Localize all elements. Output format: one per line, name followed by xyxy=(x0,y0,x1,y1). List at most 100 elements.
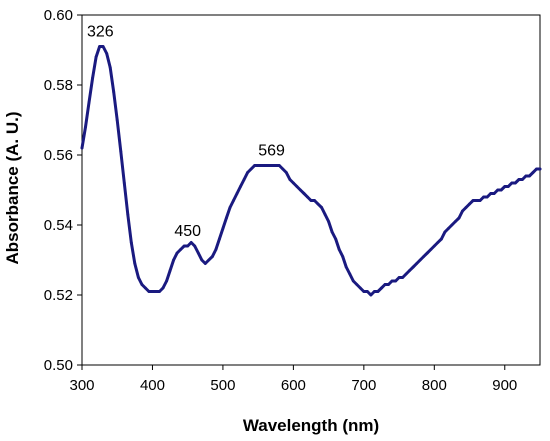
data-point xyxy=(334,237,338,241)
data-point xyxy=(489,192,493,195)
data-point xyxy=(112,90,116,94)
data-point xyxy=(510,181,514,185)
data-point xyxy=(454,220,457,223)
data-point xyxy=(376,290,380,293)
plot-area: 326 450 569 xyxy=(80,14,542,366)
data-point xyxy=(390,279,394,283)
data-point xyxy=(158,290,161,293)
data-point xyxy=(151,290,154,293)
data-point xyxy=(341,255,345,258)
data-point xyxy=(239,185,242,188)
data-point xyxy=(221,227,225,230)
data-point xyxy=(175,251,179,255)
data-point xyxy=(306,195,309,199)
data-point xyxy=(397,276,401,279)
data-point xyxy=(235,192,239,195)
data-point xyxy=(478,199,482,202)
data-point xyxy=(464,206,468,209)
data-point xyxy=(432,244,436,248)
x-tick-label: 500 xyxy=(210,377,235,394)
data-point xyxy=(179,248,183,251)
data-point xyxy=(122,181,126,185)
data-point xyxy=(281,167,285,171)
data-point xyxy=(404,272,408,276)
data-point xyxy=(521,178,524,181)
data-point xyxy=(440,237,443,241)
data-point xyxy=(168,269,172,272)
data-point xyxy=(203,262,207,265)
data-point xyxy=(538,167,542,171)
data-point xyxy=(496,188,500,192)
data-point xyxy=(108,66,112,69)
y-tick-label: 0.60 xyxy=(44,7,73,24)
y-axis-title: Absorbance (A. U.) xyxy=(3,111,22,264)
data-point xyxy=(140,283,144,286)
data-point xyxy=(260,164,264,167)
data-point xyxy=(517,178,521,181)
y-tick-label: 0.54 xyxy=(44,217,73,234)
data-point xyxy=(137,276,140,279)
data-point xyxy=(475,199,478,202)
data-point xyxy=(422,255,426,258)
peak-label-450: 450 xyxy=(174,223,201,240)
data-point xyxy=(288,178,292,181)
data-point xyxy=(330,230,334,234)
data-point xyxy=(94,55,98,59)
data-point xyxy=(344,265,348,269)
data-point xyxy=(436,241,440,244)
data-point xyxy=(263,164,267,167)
data-point xyxy=(355,283,359,286)
data-point xyxy=(499,188,503,192)
data-point xyxy=(105,52,109,55)
data-point xyxy=(196,251,200,255)
plot-frame xyxy=(81,14,541,366)
data-point xyxy=(492,192,496,195)
data-point xyxy=(461,209,464,213)
data-point xyxy=(457,216,461,220)
data-point xyxy=(193,244,197,248)
data-point xyxy=(232,199,235,202)
data-point xyxy=(274,164,278,167)
data-point xyxy=(161,286,165,290)
data-point xyxy=(154,290,158,293)
data-point xyxy=(418,258,422,262)
data-point xyxy=(358,286,362,290)
data-point xyxy=(256,164,260,167)
data-point xyxy=(447,227,450,230)
x-tick-label: 400 xyxy=(140,377,165,394)
data-point xyxy=(295,185,299,188)
data-point xyxy=(292,181,295,185)
data-point xyxy=(299,188,302,192)
data-point xyxy=(126,213,130,216)
data-point xyxy=(450,223,454,227)
data-point xyxy=(200,258,204,262)
data-point xyxy=(119,150,123,153)
data-point xyxy=(228,206,232,209)
data-point xyxy=(211,255,214,258)
data-point xyxy=(270,164,274,167)
data-point xyxy=(506,185,510,188)
data-point xyxy=(411,265,415,269)
data-point xyxy=(503,185,507,188)
data-point xyxy=(277,164,281,167)
data-point xyxy=(443,230,447,234)
data-point xyxy=(415,262,419,265)
data-point xyxy=(144,286,147,290)
x-tick-label: 300 xyxy=(69,377,94,394)
data-point xyxy=(225,216,228,220)
data-point xyxy=(189,241,193,244)
x-tick-label: 700 xyxy=(351,377,376,394)
data-point xyxy=(513,181,517,185)
data-point xyxy=(323,213,327,216)
data-point xyxy=(394,279,397,283)
data-point xyxy=(366,290,369,293)
data-point xyxy=(284,171,288,174)
y-tick-label: 0.56 xyxy=(44,147,73,164)
y-tick-label: 0.52 xyxy=(44,287,73,304)
data-point xyxy=(320,206,323,209)
data-point xyxy=(147,290,151,293)
data-point xyxy=(133,262,137,265)
data-point xyxy=(129,241,133,244)
data-point xyxy=(84,125,87,129)
